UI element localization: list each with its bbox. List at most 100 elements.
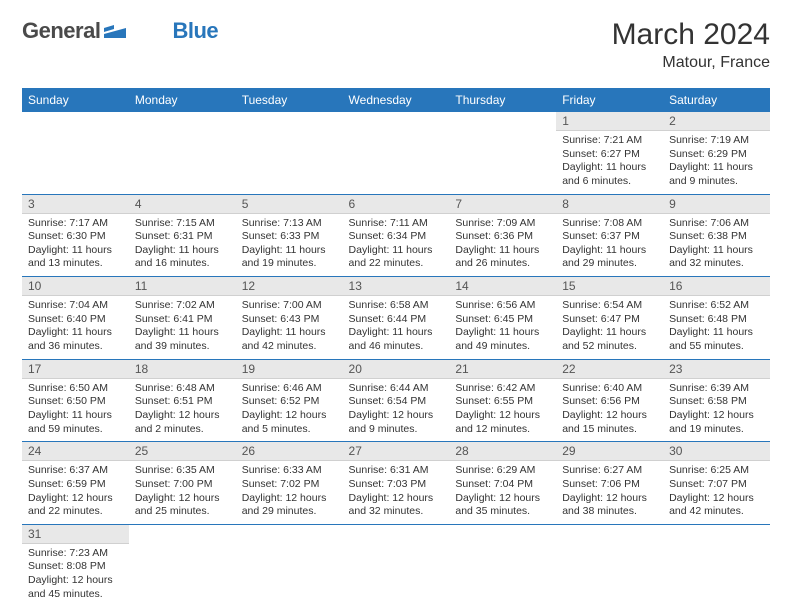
calendar-cell: 28Sunrise: 6:29 AMSunset: 7:04 PMDayligh… [449, 442, 556, 525]
sunrise-text: Sunrise: 7:13 AM [242, 217, 337, 231]
day-content: Sunrise: 7:17 AMSunset: 6:30 PMDaylight:… [22, 214, 129, 277]
daylight-text: Daylight: 12 hours [349, 492, 444, 506]
day-content: Sunrise: 6:29 AMSunset: 7:04 PMDaylight:… [449, 461, 556, 524]
daylight-text: Daylight: 11 hours [135, 326, 230, 340]
calendar-cell: 15Sunrise: 6:54 AMSunset: 6:47 PMDayligh… [556, 277, 663, 360]
day-number: 17 [22, 360, 129, 379]
calendar-cell: 17Sunrise: 6:50 AMSunset: 6:50 PMDayligh… [22, 359, 129, 442]
daylight-text: and 32 minutes. [349, 505, 444, 519]
sunset-text: Sunset: 7:02 PM [242, 478, 337, 492]
daylight-text: and 52 minutes. [562, 340, 657, 354]
page-title: March 2024 [612, 18, 770, 52]
daylight-text: and 29 minutes. [242, 505, 337, 519]
day-content: Sunrise: 6:52 AMSunset: 6:48 PMDaylight:… [663, 296, 770, 359]
sunset-text: Sunset: 6:43 PM [242, 313, 337, 327]
sunrise-text: Sunrise: 7:06 AM [669, 217, 764, 231]
day-number: 23 [663, 360, 770, 379]
daylight-text: and 26 minutes. [455, 257, 550, 271]
daylight-text: Daylight: 12 hours [28, 574, 123, 588]
weekday-header: Saturday [663, 88, 770, 112]
sunset-text: Sunset: 6:58 PM [669, 395, 764, 409]
daylight-text: and 45 minutes. [28, 588, 123, 602]
day-number: 15 [556, 277, 663, 296]
sunrise-text: Sunrise: 7:08 AM [562, 217, 657, 231]
daylight-text: and 46 minutes. [349, 340, 444, 354]
calendar-cell [22, 112, 129, 194]
day-content: Sunrise: 7:21 AMSunset: 6:27 PMDaylight:… [556, 131, 663, 194]
sunset-text: Sunset: 6:50 PM [28, 395, 123, 409]
calendar-cell: 8Sunrise: 7:08 AMSunset: 6:37 PMDaylight… [556, 194, 663, 277]
daylight-text: Daylight: 12 hours [455, 492, 550, 506]
day-content: Sunrise: 6:56 AMSunset: 6:45 PMDaylight:… [449, 296, 556, 359]
daylight-text: Daylight: 11 hours [28, 244, 123, 258]
weekday-header: Wednesday [343, 88, 450, 112]
day-number: 25 [129, 442, 236, 461]
sunrise-text: Sunrise: 6:33 AM [242, 464, 337, 478]
sunset-text: Sunset: 6:55 PM [455, 395, 550, 409]
calendar-cell: 25Sunrise: 6:35 AMSunset: 7:00 PMDayligh… [129, 442, 236, 525]
sunset-text: Sunset: 6:54 PM [349, 395, 444, 409]
sunset-text: Sunset: 7:03 PM [349, 478, 444, 492]
calendar-cell: 3Sunrise: 7:17 AMSunset: 6:30 PMDaylight… [22, 194, 129, 277]
day-content: Sunrise: 7:13 AMSunset: 6:33 PMDaylight:… [236, 214, 343, 277]
calendar-cell: 30Sunrise: 6:25 AMSunset: 7:07 PMDayligh… [663, 442, 770, 525]
weekday-header: Monday [129, 88, 236, 112]
day-number: 22 [556, 360, 663, 379]
day-content: Sunrise: 6:50 AMSunset: 6:50 PMDaylight:… [22, 379, 129, 442]
calendar-cell: 10Sunrise: 7:04 AMSunset: 6:40 PMDayligh… [22, 277, 129, 360]
calendar-cell: 31Sunrise: 7:23 AMSunset: 8:08 PMDayligh… [22, 524, 129, 606]
day-content: Sunrise: 7:09 AMSunset: 6:36 PMDaylight:… [449, 214, 556, 277]
calendar-table: Sunday Monday Tuesday Wednesday Thursday… [22, 88, 770, 606]
calendar-cell [236, 112, 343, 194]
sunset-text: Sunset: 6:56 PM [562, 395, 657, 409]
daylight-text: and 49 minutes. [455, 340, 550, 354]
daylight-text: and 42 minutes. [242, 340, 337, 354]
sunset-text: Sunset: 6:36 PM [455, 230, 550, 244]
day-content: Sunrise: 7:15 AMSunset: 6:31 PMDaylight:… [129, 214, 236, 277]
sunset-text: Sunset: 6:44 PM [349, 313, 444, 327]
sunrise-text: Sunrise: 7:11 AM [349, 217, 444, 231]
sunset-text: Sunset: 7:00 PM [135, 478, 230, 492]
day-number: 29 [556, 442, 663, 461]
calendar-cell: 6Sunrise: 7:11 AMSunset: 6:34 PMDaylight… [343, 194, 450, 277]
calendar-cell: 5Sunrise: 7:13 AMSunset: 6:33 PMDaylight… [236, 194, 343, 277]
calendar-cell: 7Sunrise: 7:09 AMSunset: 6:36 PMDaylight… [449, 194, 556, 277]
day-content: Sunrise: 6:37 AMSunset: 6:59 PMDaylight:… [22, 461, 129, 524]
daylight-text: Daylight: 11 hours [135, 244, 230, 258]
brand-part1: General [22, 18, 100, 44]
daylight-text: Daylight: 11 hours [28, 409, 123, 423]
day-content: Sunrise: 7:00 AMSunset: 6:43 PMDaylight:… [236, 296, 343, 359]
sunset-text: Sunset: 6:59 PM [28, 478, 123, 492]
sunrise-text: Sunrise: 6:37 AM [28, 464, 123, 478]
daylight-text: Daylight: 11 hours [28, 326, 123, 340]
day-number: 8 [556, 195, 663, 214]
calendar-row: 17Sunrise: 6:50 AMSunset: 6:50 PMDayligh… [22, 359, 770, 442]
day-content: Sunrise: 6:35 AMSunset: 7:00 PMDaylight:… [129, 461, 236, 524]
daylight-text: Daylight: 12 hours [562, 492, 657, 506]
sunset-text: Sunset: 6:37 PM [562, 230, 657, 244]
page-header: General Blue March 2024 Matour, France [22, 18, 770, 72]
sunset-text: Sunset: 7:04 PM [455, 478, 550, 492]
day-content: Sunrise: 6:48 AMSunset: 6:51 PMDaylight:… [129, 379, 236, 442]
sunrise-text: Sunrise: 6:29 AM [455, 464, 550, 478]
calendar-row: 31Sunrise: 7:23 AMSunset: 8:08 PMDayligh… [22, 524, 770, 606]
weekday-header: Thursday [449, 88, 556, 112]
day-number: 1 [556, 112, 663, 131]
calendar-cell [129, 112, 236, 194]
daylight-text: and 22 minutes. [349, 257, 444, 271]
day-content: Sunrise: 7:11 AMSunset: 6:34 PMDaylight:… [343, 214, 450, 277]
calendar-cell: 21Sunrise: 6:42 AMSunset: 6:55 PMDayligh… [449, 359, 556, 442]
day-content: Sunrise: 6:58 AMSunset: 6:44 PMDaylight:… [343, 296, 450, 359]
daylight-text: Daylight: 12 hours [135, 492, 230, 506]
daylight-text: and 12 minutes. [455, 423, 550, 437]
calendar-row: 1Sunrise: 7:21 AMSunset: 6:27 PMDaylight… [22, 112, 770, 194]
daylight-text: and 9 minutes. [669, 175, 764, 189]
calendar-cell: 29Sunrise: 6:27 AMSunset: 7:06 PMDayligh… [556, 442, 663, 525]
calendar-cell [129, 524, 236, 606]
calendar-cell: 26Sunrise: 6:33 AMSunset: 7:02 PMDayligh… [236, 442, 343, 525]
daylight-text: Daylight: 12 hours [455, 409, 550, 423]
day-number: 2 [663, 112, 770, 131]
sunrise-text: Sunrise: 7:02 AM [135, 299, 230, 313]
day-content: Sunrise: 7:02 AMSunset: 6:41 PMDaylight:… [129, 296, 236, 359]
daylight-text: Daylight: 11 hours [242, 244, 337, 258]
